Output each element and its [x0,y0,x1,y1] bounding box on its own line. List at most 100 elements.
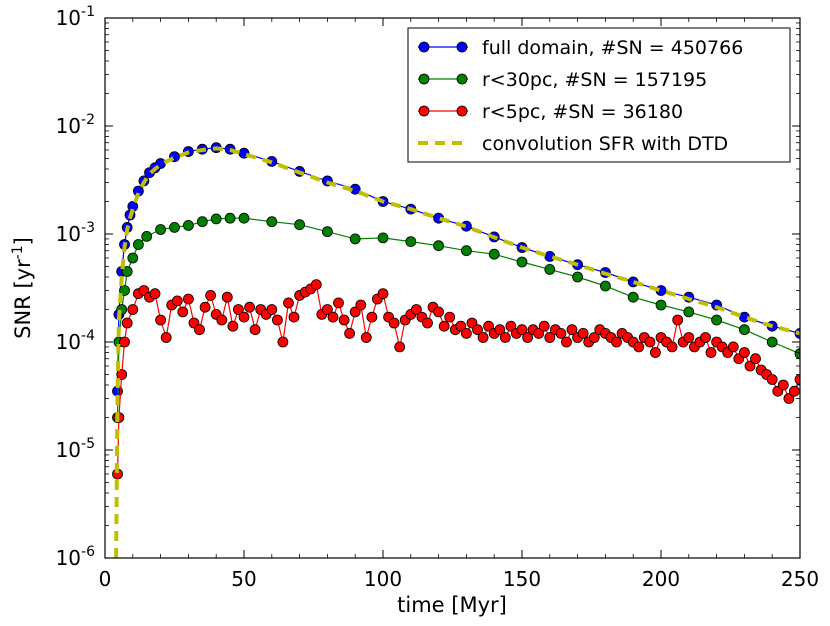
x-tick-label: 200 [642,567,680,591]
data-point [121,266,133,277]
data-point [238,311,250,323]
y-tick-label: 10-5 [56,436,95,462]
y-tick-label: 10-3 [56,220,95,246]
legend-label: r<30pc, #SN = 157195 [482,69,707,91]
data-point [588,332,600,343]
data-point [238,212,250,224]
series-line [116,147,800,392]
x-tick-label: 50 [231,567,256,591]
data-point [338,314,350,326]
data-point [711,314,722,326]
data-point [333,297,344,309]
data-point [739,324,750,336]
series-line [114,146,800,558]
data-point [199,301,211,313]
data-point [149,288,161,300]
data-point [494,324,506,336]
y-tick-label: 10-1 [56,4,95,30]
data-point [483,320,495,332]
data-point [405,236,417,248]
legend-marker [418,105,430,117]
data-point [288,311,300,323]
data-point [650,347,661,358]
legend-label: r<5pc, #SN = 36180 [482,101,683,123]
data-point [460,327,472,339]
data-point [221,291,233,303]
data-point [455,320,467,332]
series-layer [112,142,800,558]
data-point [410,304,422,315]
data-point [121,317,133,329]
data-point [777,379,789,391]
data-point [321,304,333,315]
data-point [783,393,795,404]
legend-entry: r<5pc, #SN = 36180 [418,101,683,123]
data-point [177,306,189,318]
data-point [169,221,180,233]
data-point [533,327,545,339]
data-point [488,248,500,260]
legend-box [407,27,791,163]
y-axis: 10-6 10-5 10-4 10-3 10-2 10-1 [56,4,800,570]
data-point [705,347,717,358]
data-point [394,341,406,353]
data-point [516,324,528,336]
legend-entry: r<30pc, #SN = 157195 [418,69,707,91]
legend-label: convolution SFR with DTD [482,133,728,155]
x-tick-label: 250 [781,567,819,591]
series-2 [112,279,800,480]
data-point [277,336,289,348]
data-point [377,232,389,244]
legend-entry: full domain, #SN = 450766 [418,37,743,59]
data-point [789,385,800,397]
legend-marker [456,41,468,53]
data-point [196,216,208,228]
legend-marker [456,73,468,85]
data-point [224,212,236,224]
data-point [249,324,261,336]
data-point [739,347,750,358]
legend-entry: convolution SFR with DTD [418,133,728,155]
data-point [232,304,244,315]
data-point [499,332,511,343]
data-point [683,306,695,318]
data-point [205,289,217,301]
data-point [271,314,283,326]
data-point [127,304,139,315]
legend-marker [456,105,468,117]
data-point [360,332,372,343]
data-point [522,332,533,343]
data-point [561,336,572,348]
data-point [433,306,445,318]
data-point [266,216,278,228]
data-point [644,336,656,348]
data-point [294,219,306,231]
data-point [744,360,756,372]
data-point [355,299,367,311]
data-point [182,293,194,305]
data-point [310,279,322,291]
data-point [577,327,589,339]
legend: full domain, #SN = 450766 r<30pc, #SN = 1… [407,27,791,163]
data-point [349,233,361,245]
data-point [132,239,144,250]
data-point [283,297,294,309]
data-point [572,271,583,283]
data-point [422,317,433,329]
data-point [160,332,172,343]
data-point [544,332,556,343]
data-point [555,327,567,339]
y-axis-label: SNR [yr-1] [10,237,35,339]
data-point [155,224,167,235]
data-point [194,324,205,336]
data-point [666,341,678,353]
data-point [119,336,130,348]
legend-marker [418,73,430,85]
data-point [766,374,778,385]
data-point [119,285,130,296]
data-point [700,332,711,343]
x-axis: 0 50 100 150 200 250 [99,18,819,591]
data-point [766,336,778,348]
data-point [538,320,550,332]
